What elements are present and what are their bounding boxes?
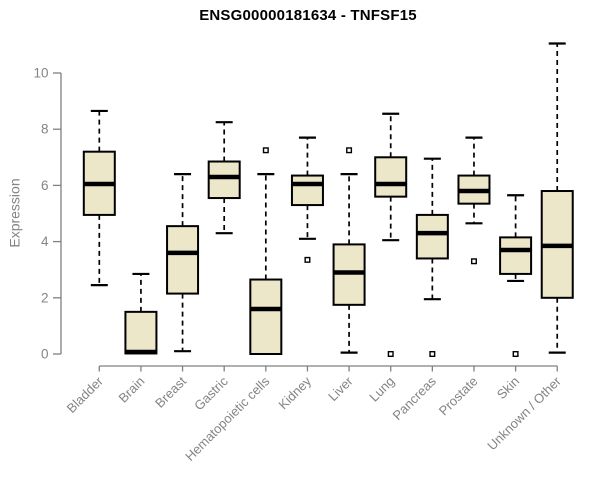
outlier-point [346,147,353,154]
y-axis-tick-label: 10 [33,66,48,81]
x-axis-label-kidney: Kidney [275,373,314,412]
iqr-box [207,160,241,200]
y-axis: 0 2 4 6 8 10 [33,66,62,362]
x-axis-label-prostate: Prostate [436,374,481,419]
x-axis-label-gastric: Gastric [191,373,231,413]
boxplot-pancreas [415,157,449,358]
boxplot-bladder [82,109,116,287]
y-axis-tick-label: 8 [41,122,49,137]
boxplot-lung [374,112,408,358]
outlier-point [512,351,519,358]
outlier-point [304,256,311,263]
x-axis-label-unknown-other: Unknown / Other [484,373,564,453]
x-axis-label-liver: Liver [325,373,356,404]
x-axis-label-brain: Brain [115,374,147,406]
boxplot-skin [499,194,533,358]
y-axis-tick-label: 2 [41,290,49,305]
x-axis-label-bladder: Bladder [64,373,107,416]
x-axis-label-lung: Lung [366,374,397,405]
x-axis-label-pancreas: Pancreas [390,373,440,423]
iqr-box [124,310,158,355]
iqr-box [374,156,408,198]
boxplot-hematopoietic-cells [249,147,283,355]
boxplot-unknown-other [540,42,574,354]
boxplot-kidney [290,136,324,263]
chart-title: ENSG00000181634 - TNFSF15 [199,7,417,24]
outlier-point [470,258,477,265]
iqr-box [415,213,449,260]
x-axis-label-breast: Breast [152,373,189,410]
boxplot-brain [124,272,158,355]
iqr-box [249,278,283,355]
outlier-point [262,147,269,154]
iqr-box [290,174,324,207]
outlier-point [429,351,436,358]
iqr-box [166,225,200,295]
iqr-box [499,236,533,275]
boxplot-breast [166,173,200,353]
x-axis-label-skin: Skin [494,374,522,402]
y-axis-tick-label: 4 [41,234,49,249]
outlier-point [387,351,394,358]
y-axis-tick-label: 0 [41,347,49,362]
y-axis-tick-label: 6 [41,178,49,193]
boxplot-prostate [457,136,491,265]
boxplot-liver [332,147,366,354]
boxplot-gastric [207,121,241,235]
